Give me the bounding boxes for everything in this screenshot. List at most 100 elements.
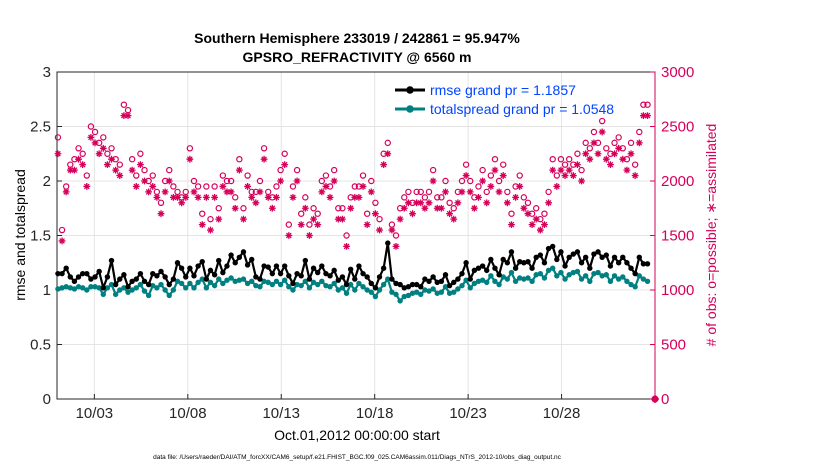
possible-obs-point xyxy=(388,221,396,228)
totalspread-point xyxy=(112,291,119,298)
possible-obs-point xyxy=(174,188,181,196)
totalspread-point xyxy=(582,273,589,279)
totalspread-point xyxy=(413,289,420,295)
rmse-point xyxy=(632,270,638,277)
totalspread-point xyxy=(232,278,238,284)
possible-obs-point xyxy=(54,134,62,141)
assimilated-obs-point xyxy=(417,199,425,207)
totalspread-point xyxy=(269,281,276,288)
assimilated-obs-point xyxy=(347,204,355,212)
assimilated-obs-point xyxy=(351,193,359,201)
totalspread-point xyxy=(356,280,362,287)
possible-obs-point xyxy=(306,221,313,228)
possible-obs-point xyxy=(363,210,371,217)
possible-obs-point xyxy=(207,215,214,223)
totalspread-point xyxy=(236,277,243,283)
rmse-point xyxy=(55,270,61,277)
rmse-point xyxy=(244,262,251,268)
rmse-point xyxy=(59,270,65,277)
rmse-point xyxy=(467,276,473,282)
rmse-point xyxy=(360,270,366,277)
possible-obs-point xyxy=(314,210,321,217)
possible-obs-point xyxy=(438,194,445,201)
totalspread-point xyxy=(170,287,177,293)
possible-obs-point xyxy=(578,166,585,174)
assimilated-obs-point xyxy=(384,150,392,158)
rmse-point xyxy=(249,256,255,263)
totalspread-point xyxy=(298,282,304,289)
assimilated-obs-point xyxy=(169,193,177,201)
possible-obs-point xyxy=(434,194,441,201)
possible-obs-point xyxy=(561,161,569,168)
rmse-point xyxy=(121,272,127,278)
assimilated-obs-point xyxy=(326,193,334,201)
totalspread-point xyxy=(129,287,135,293)
rmse-point xyxy=(220,269,226,276)
rmse-point xyxy=(422,276,428,282)
possible-obs-point xyxy=(227,177,235,185)
rmse-point xyxy=(261,263,267,269)
totalspread-point xyxy=(137,281,144,288)
rmse-point xyxy=(228,252,234,258)
rmse-point xyxy=(397,281,403,288)
rmse-point xyxy=(442,272,449,278)
assimilated-obs-point xyxy=(83,183,91,190)
rmse-point xyxy=(591,251,597,257)
totalspread-point xyxy=(475,278,482,284)
totalspread-point xyxy=(199,276,205,282)
possible-obs-point xyxy=(582,139,589,147)
possible-obs-point xyxy=(479,166,486,174)
totalspread-point xyxy=(471,280,478,287)
totalspread-point xyxy=(636,273,642,279)
possible-obs-point xyxy=(62,183,70,190)
rmse-point xyxy=(174,260,181,266)
rmse-point xyxy=(389,276,395,282)
totalspread-point xyxy=(207,279,214,286)
y-axis-left-label: rmse and totalspread xyxy=(12,169,28,301)
assimilated-obs-point xyxy=(388,226,396,234)
rmse-point xyxy=(335,277,341,283)
totalspread-point xyxy=(92,284,98,290)
assimilated-obs-point xyxy=(306,232,313,239)
assimilated-obs-point xyxy=(499,172,507,179)
possible-obs-point xyxy=(124,106,132,114)
assimilated-obs-point xyxy=(528,221,536,228)
rmse-point xyxy=(63,265,69,271)
assimilated-obs-point xyxy=(202,193,210,201)
rmse-point xyxy=(141,278,148,284)
assimilated-obs-point xyxy=(104,161,111,169)
possible-obs-point xyxy=(508,210,515,217)
assimilated-obs-point xyxy=(301,204,309,212)
rmse-point xyxy=(96,268,102,275)
totalspread-point xyxy=(397,298,403,304)
totalspread-point xyxy=(566,272,572,278)
possible-obs-point xyxy=(462,161,470,168)
possible-obs-point xyxy=(67,161,74,168)
rmse-point xyxy=(314,269,321,276)
totalspread-point xyxy=(434,290,440,296)
possible-obs-point xyxy=(141,166,148,174)
assimilated-obs-point xyxy=(590,139,598,147)
rmse-point xyxy=(537,252,544,258)
totalspread-point xyxy=(389,289,395,295)
totalspread-point xyxy=(422,287,428,293)
rmse-point xyxy=(104,274,111,280)
possible-obs-point xyxy=(644,101,651,108)
rmse-point xyxy=(364,274,370,280)
rmse-point xyxy=(484,267,490,274)
rmse-point xyxy=(145,281,152,288)
assimilated-obs-point xyxy=(66,166,74,174)
assimilated-obs-point xyxy=(644,112,651,119)
assimilated-obs-point xyxy=(503,199,511,207)
possible-obs-point xyxy=(351,183,358,190)
possible-obs-point xyxy=(157,199,165,206)
legend-spread-label: totalspread grand pr = 1.0548 xyxy=(430,101,614,117)
assimilated-obs-point xyxy=(128,166,136,174)
possible-obs-point xyxy=(549,155,556,163)
rmse-point xyxy=(112,281,119,288)
totalspread-point xyxy=(418,291,424,298)
totalspread-point xyxy=(405,292,412,299)
totalspread-point xyxy=(488,273,494,279)
rmse-point xyxy=(347,266,354,272)
assimilated-obs-series xyxy=(54,112,651,250)
